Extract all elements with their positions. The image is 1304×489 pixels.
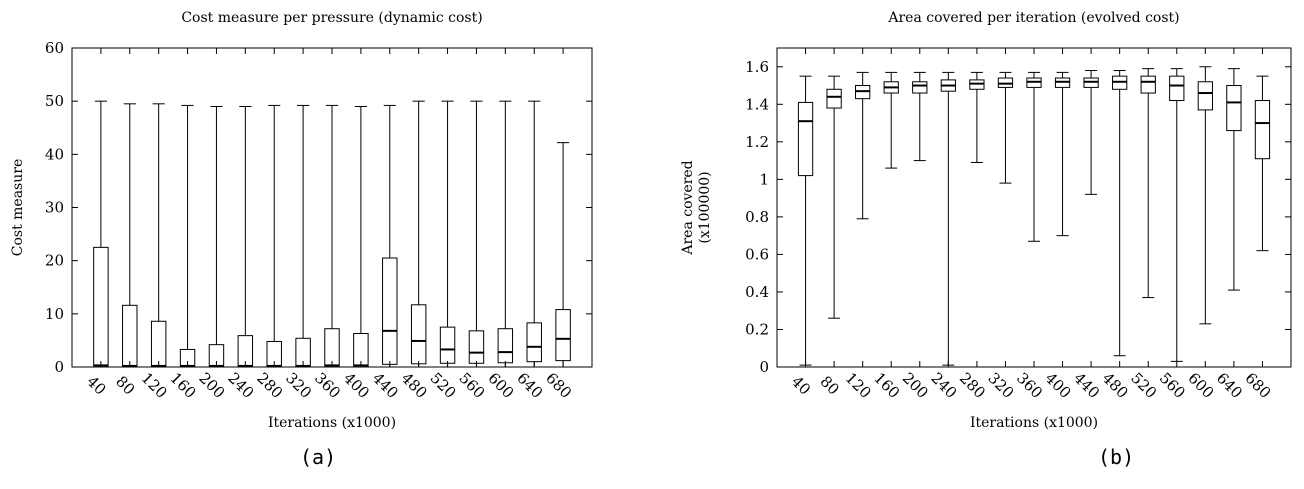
x-tick-label: 520 [427, 369, 460, 402]
x-tick-label: 560 [455, 369, 488, 402]
x-tick-label: 440 [369, 369, 402, 402]
x-tick-label: 320 [282, 369, 315, 402]
y-tick-label: 0 [759, 358, 769, 376]
x-tick-label: 600 [484, 369, 517, 402]
chart-title: Cost measure per pressure (dynamic cost) [181, 10, 482, 26]
x-tick-label: 240 [224, 369, 257, 402]
y-tick-label: 50 [45, 92, 64, 110]
box-iqr [1169, 75, 1185, 102]
box-iqr [555, 309, 571, 362]
y-tick-label: 40 [45, 145, 64, 163]
y-tick-label: 0 [54, 358, 64, 376]
box-iqr [93, 246, 109, 368]
x-tick-label: 240 [927, 369, 960, 402]
x-axis-label: Iterations (x1000) [268, 415, 396, 431]
box-iqr [1140, 75, 1156, 94]
box-iqr [266, 340, 282, 368]
chart-title: Area covered per iteration (evolved cost… [887, 10, 1179, 26]
chart-panel-a: Cost measure per pressure (dynamic cost)… [10, 10, 593, 431]
box-iqr [353, 333, 369, 368]
box-iqr [410, 304, 427, 365]
x-tick-label: 480 [398, 369, 431, 402]
box-iqr [324, 328, 340, 368]
x-tick-label: 160 [870, 369, 903, 402]
box-iqr [208, 344, 225, 368]
x-tick-label: 320 [984, 369, 1017, 402]
y-tick-label: 30 [45, 199, 64, 217]
x-tick-label: 520 [1127, 369, 1160, 402]
box-iqr [1026, 77, 1042, 88]
box-iqr [179, 348, 196, 368]
y-tick-label: 0.8 [745, 208, 769, 226]
x-axis-label: Iterations (x1000) [970, 415, 1098, 431]
x-tick-label: 480 [1099, 369, 1132, 402]
y-axis-label: Area covered [680, 160, 696, 255]
x-tick-label: 200 [899, 369, 932, 402]
box-iqr [1226, 85, 1242, 132]
x-tick-label: 120 [138, 369, 171, 402]
box-iqr [150, 320, 167, 368]
chart-panel-b: Area covered per iteration (evolved cost… [652, 0, 1304, 489]
box-iqr [526, 322, 542, 363]
box-iqr [468, 330, 485, 364]
subfigure-caption-a: (a) [300, 445, 337, 469]
box-iqr [797, 101, 814, 177]
x-tick-label: 280 [956, 369, 989, 402]
y-tick-label: 1.4 [745, 95, 769, 113]
x-tick-label: 400 [1042, 369, 1075, 402]
x-tick-label: 400 [340, 369, 373, 402]
x-tick-label: 360 [311, 369, 344, 402]
boxplot-chart-a: Cost measure per pressure (dynamic cost)… [10, 10, 593, 431]
box-iqr [497, 328, 514, 364]
y-tick-label: 1.6 [745, 58, 769, 76]
y-tick-label: 0.4 [745, 283, 769, 301]
box-iqr [382, 257, 398, 365]
y-axis-label: Cost measure [10, 159, 26, 257]
x-tick-label: 40 [83, 372, 109, 398]
box-iqr [122, 304, 138, 368]
x-tick-label: 360 [1013, 369, 1046, 402]
x-tick-label: 640 [513, 369, 546, 402]
box-iqr [826, 88, 842, 109]
y-tick-label: 1 [759, 170, 769, 188]
x-tick-label: 80 [112, 372, 138, 398]
x-tick-label: 560 [1156, 369, 1189, 402]
x-tick-label: 80 [817, 372, 843, 398]
boxplot-chart-b: Area covered per iteration (evolved cost… [680, 10, 1292, 431]
x-tick-label: 640 [1213, 369, 1246, 402]
x-tick-label: 40 [788, 372, 814, 398]
box-iqr [439, 326, 456, 364]
y-tick-label: 0.6 [745, 245, 769, 263]
y-tick-label: 1.2 [745, 133, 769, 151]
y-tick-label: 20 [45, 252, 64, 270]
x-tick-label: 280 [253, 369, 286, 402]
x-tick-label: 160 [167, 369, 200, 402]
x-tick-label: 200 [195, 369, 228, 402]
y-tick-label: 60 [45, 39, 64, 57]
x-tick-label: 600 [1184, 369, 1217, 402]
subfigure-caption-b: (b) [1098, 445, 1135, 469]
box-iqr [237, 335, 254, 368]
y-tick-label: 10 [45, 305, 64, 323]
box-iqr [1254, 100, 1271, 160]
box-iqr [295, 337, 311, 368]
x-tick-label: 440 [1070, 369, 1103, 402]
box-iqr [1197, 81, 1213, 111]
x-tick-label: 680 [1241, 369, 1274, 402]
x-tick-label: 120 [842, 369, 875, 402]
x-tick-label: 680 [542, 369, 575, 402]
y-tick-label: 0.2 [745, 320, 769, 338]
box-iqr [912, 81, 928, 94]
y-axis-label-unit: (x100000) [697, 171, 713, 243]
